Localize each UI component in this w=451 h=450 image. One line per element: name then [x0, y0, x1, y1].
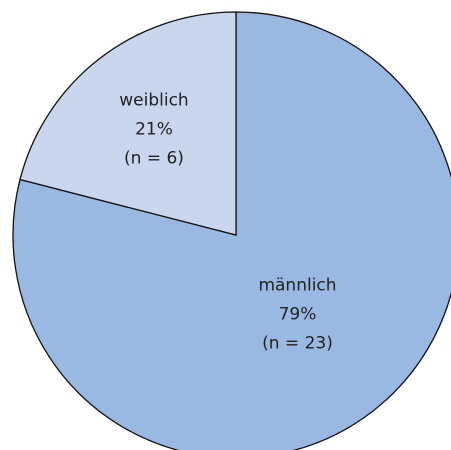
- slice-label: weiblich: [119, 90, 188, 110]
- slice-value-label: 79%: [279, 304, 317, 324]
- slice-annotation: (n = 23): [262, 333, 333, 353]
- pie-slice: [19, 11, 237, 236]
- slice-value-label: 21%: [135, 119, 173, 139]
- pie-slice: [12, 11, 451, 450]
- slice-label: männlich: [258, 275, 336, 295]
- slice-annotation: (n = 6): [124, 148, 184, 168]
